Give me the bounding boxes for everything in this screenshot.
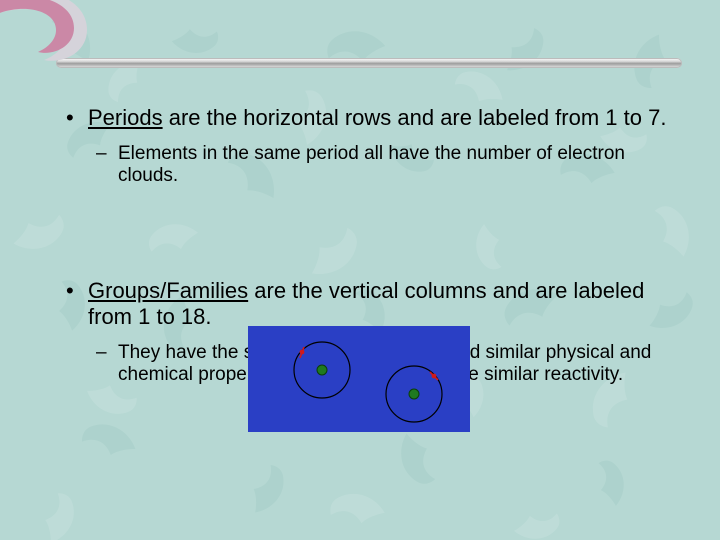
subbullet-periods-1: Elements in the same period all have the…: [88, 143, 680, 188]
atom-diagram: [248, 326, 470, 437]
corner-swoosh-icon: [0, 0, 102, 72]
bullet-periods: Periods are the horizontal rows and are …: [60, 105, 680, 188]
keyword-groups: Groups/Families: [88, 278, 248, 303]
bullet-periods-text: are the horizontal rows and are labeled …: [163, 105, 667, 130]
keyword-periods: Periods: [88, 105, 163, 130]
title-divider-bar: [56, 58, 682, 68]
